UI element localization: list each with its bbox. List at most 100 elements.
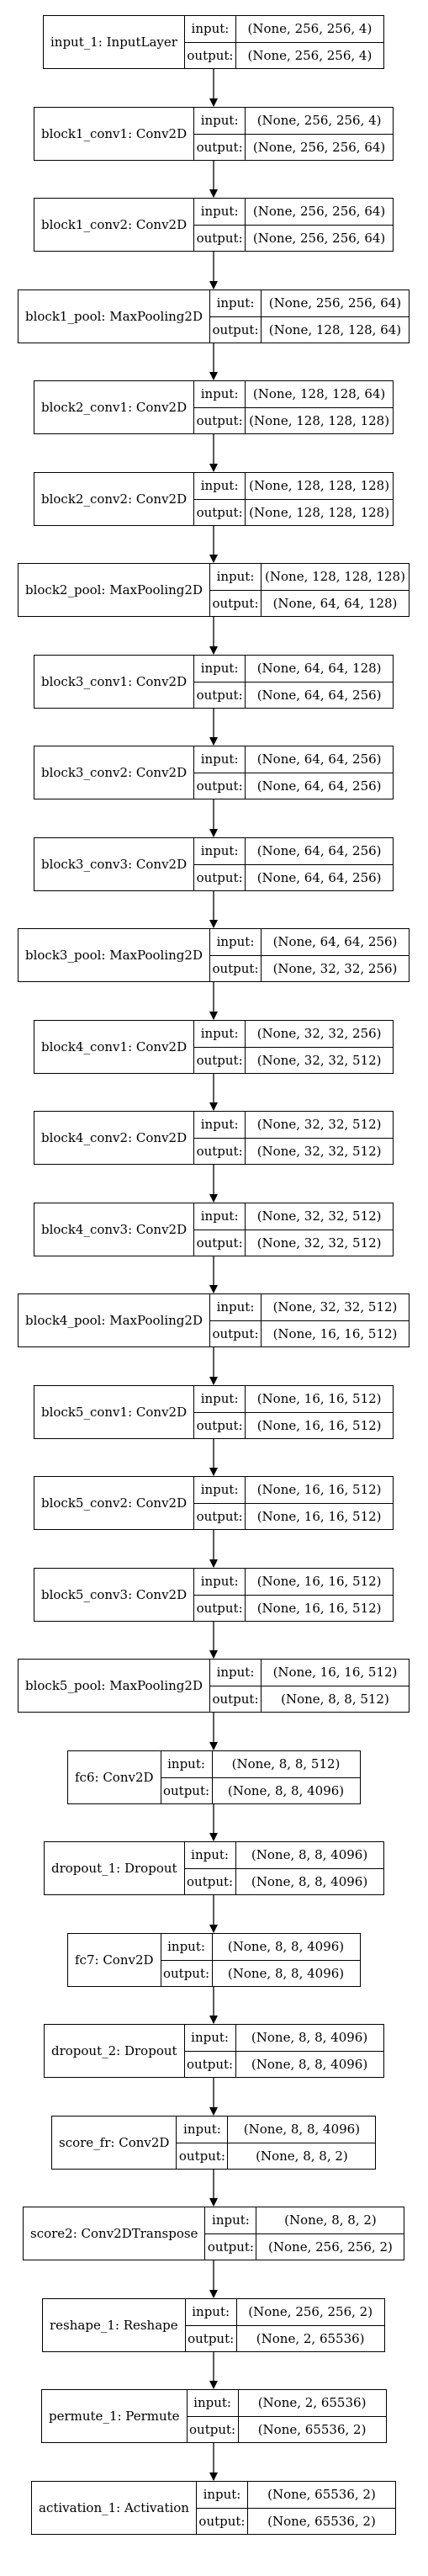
- output-shape-value: (None, 128, 128, 64): [268, 321, 402, 337]
- layer-shape-table: input: (None, 64, 64, 256) output: (None, 6…: [194, 746, 394, 799]
- layer-shape-table: input: (None, 128, 128, 128) output: (None,…: [209, 564, 409, 616]
- input-shape-value: (None, 32, 32, 256): [256, 1026, 382, 1042]
- layer-node: permute_1: Permute input: (None, 2, 65536)…: [41, 2389, 387, 2443]
- output-row: output: (None, 8, 8, 4096): [184, 1867, 383, 1894]
- input-shape-value: (None, 128, 128, 128): [265, 569, 405, 585]
- input-row: input: (None, 128, 128, 64): [194, 381, 393, 407]
- layer-label: block1_pool: MaxPooling2D: [18, 290, 210, 343]
- output-field-label: output:: [161, 1960, 213, 1986]
- layer-label: block5_conv3: Conv2D: [34, 1569, 195, 1621]
- input-row: input: (None, 65536, 2): [197, 2482, 395, 2508]
- output-field-label: output:: [194, 1503, 246, 1529]
- input-shape-value: (None, 65536, 2): [267, 2487, 376, 2503]
- output-shape-value: (None, 8, 8, 512): [281, 1691, 389, 1707]
- input-row: input: (None, 32, 32, 512): [194, 1203, 393, 1230]
- output-shape-value: (None, 256, 256, 64): [252, 230, 386, 246]
- layer-shape-table: input: (None, 32, 32, 256) output: (None, 3…: [194, 1021, 394, 1073]
- layer-shape-table: input: (None, 256, 256, 64) output: (None, …: [194, 199, 394, 251]
- layer-label: block2_pool: MaxPooling2D: [18, 564, 210, 616]
- layer-label: block3_conv1: Conv2D: [34, 656, 195, 708]
- output-field-label: output:: [210, 590, 262, 616]
- output-row: output: (None, 128, 128, 128): [194, 406, 394, 433]
- layer-shape-table: input: (None, 16, 16, 512) output: (None, 1…: [194, 1477, 394, 1529]
- layer-node: fc6: Conv2D input: (None, 8, 8, 512) output…: [67, 1750, 361, 1804]
- layer-label: block5_conv1: Conv2D: [34, 1386, 195, 1438]
- output-shape-value: (None, 16, 16, 512): [272, 1325, 398, 1341]
- input-shape-value: (None, 8, 8, 4096): [251, 2030, 368, 2046]
- output-shape-value: (None, 256, 256, 4): [247, 47, 373, 63]
- layer-node: block4_pool: MaxPooling2D input: (None, 32…: [18, 1293, 410, 1347]
- input-row: input: (None, 256, 256, 4): [185, 16, 383, 42]
- input-row: input: (None, 2, 65536): [188, 2390, 386, 2416]
- layer-label: block1_conv1: Conv2D: [34, 108, 195, 160]
- output-shape-value: (None, 8, 8, 4096): [227, 1782, 345, 1798]
- input-shape-value: (None, 256, 256, 2): [248, 2304, 373, 2320]
- output-row: output: (None, 256, 256, 2): [205, 2233, 404, 2260]
- input-row: input: (None, 16, 16, 512): [194, 1569, 393, 1595]
- layer-shape-table: input: (None, 32, 32, 512) output: (None, 3…: [194, 1112, 394, 1164]
- layer-label: dropout_2: Dropout: [45, 2025, 185, 2077]
- input-shape-value: (None, 16, 16, 512): [256, 1574, 382, 1590]
- input-shape-value: (None, 64, 64, 256): [272, 934, 398, 950]
- layer-node: block1_conv2: Conv2D input: (None, 256, 25…: [34, 198, 394, 252]
- layer-node: input_1: InputLayer input: (None, 256, 256…: [43, 15, 384, 69]
- layer-node: block3_conv2: Conv2D input: (None, 64, 64,…: [34, 746, 394, 799]
- output-row: output: (None, 65536, 2): [196, 2507, 395, 2534]
- input-field-label: input:: [210, 1660, 262, 1686]
- layer-shape-table: input: (None, 128, 128, 128) output: (None,…: [194, 473, 394, 525]
- layer-shape-table: input: (None, 8, 8, 512) output: (None, 8, …: [161, 1751, 360, 1803]
- input-field-label: input:: [194, 1112, 246, 1138]
- output-field-label: output:: [194, 682, 246, 708]
- output-field-label: output:: [194, 1047, 246, 1073]
- output-row: output: (None, 16, 16, 512): [194, 1594, 394, 1621]
- input-field-label: input:: [210, 1294, 262, 1320]
- output-row: output: (None, 8, 8, 4096): [184, 2050, 383, 2077]
- input-field-label: input:: [210, 290, 262, 316]
- output-field-label: output:: [194, 225, 246, 251]
- layer-node: block5_conv2: Conv2D input: (None, 16, 16,…: [34, 1476, 394, 1530]
- output-row: output: (None, 8, 8, 4096): [161, 1959, 360, 1986]
- input-row: input: (None, 8, 8, 4096): [185, 1842, 383, 1868]
- output-shape-value: (None, 16, 16, 512): [256, 1417, 382, 1433]
- layer-shape-table: input: (None, 64, 64, 128) output: (None, 6…: [194, 656, 394, 708]
- output-field-label: output:: [185, 42, 236, 68]
- input-shape-value: (None, 8, 8, 4096): [251, 1847, 368, 1863]
- layer-node: score2: Conv2DTranspose input: (None, 8, 8…: [23, 2207, 405, 2260]
- input-field-label: input:: [194, 656, 246, 682]
- layer-label: block4_pool: MaxPooling2D: [18, 1294, 210, 1346]
- layer-label: block4_conv2: Conv2D: [34, 1112, 195, 1164]
- input-row: input: (None, 64, 64, 256): [194, 746, 393, 773]
- layer-label: block4_conv1: Conv2D: [34, 1021, 195, 1073]
- layer-node: block2_conv1: Conv2D input: (None, 128, 12…: [34, 380, 394, 434]
- output-field-label: output:: [194, 407, 246, 433]
- layer-label: block3_conv3: Conv2D: [34, 838, 195, 890]
- layer-node: block5_conv1: Conv2D input: (None, 16, 16,…: [34, 1385, 394, 1439]
- layer-shape-table: input: (None, 16, 16, 512) output: (None, 1…: [194, 1386, 394, 1438]
- layer-shape-table: input: (None, 64, 64, 256) output: (None, 3…: [209, 929, 409, 981]
- output-field-label: output:: [210, 1320, 262, 1346]
- input-row: input: (None, 32, 32, 512): [210, 1294, 409, 1320]
- layer-label: block3_conv2: Conv2D: [34, 746, 195, 799]
- input-shape-value: (None, 16, 16, 512): [256, 1391, 382, 1407]
- layer-shape-table: input: (None, 65536, 2) output: (None, 6553…: [196, 2482, 395, 2534]
- output-row: output: (None, 64, 64, 256): [194, 863, 394, 890]
- input-shape-value: (None, 8, 8, 2): [284, 2212, 377, 2228]
- input-field-label: input:: [194, 838, 246, 864]
- output-field-label: output:: [194, 134, 246, 160]
- input-field-label: input:: [161, 1934, 213, 1960]
- output-shape-value: (None, 64, 64, 128): [272, 595, 398, 611]
- output-field-label: output:: [205, 2233, 257, 2260]
- input-shape-value: (None, 32, 32, 512): [256, 1117, 382, 1133]
- output-shape-value: (None, 64, 64, 256): [256, 687, 382, 703]
- layer-shape-table: input: (None, 32, 32, 512) output: (None, 3…: [194, 1203, 394, 1256]
- layer-shape-table: input: (None, 8, 8, 4096) output: (None, 8,…: [184, 2025, 383, 2077]
- output-field-label: output:: [185, 1868, 236, 1894]
- output-row: output: (None, 2, 65536): [185, 2324, 384, 2351]
- output-shape-value: (None, 64, 64, 256): [256, 869, 382, 885]
- input-row: input: (None, 8, 8, 512): [161, 1751, 360, 1777]
- output-field-label: output:: [185, 2051, 236, 2077]
- input-field-label: input:: [185, 1842, 236, 1868]
- input-shape-value: (None, 8, 8, 512): [231, 1756, 341, 1772]
- input-field-label: input:: [210, 564, 262, 590]
- output-field-label: output:: [194, 1595, 246, 1621]
